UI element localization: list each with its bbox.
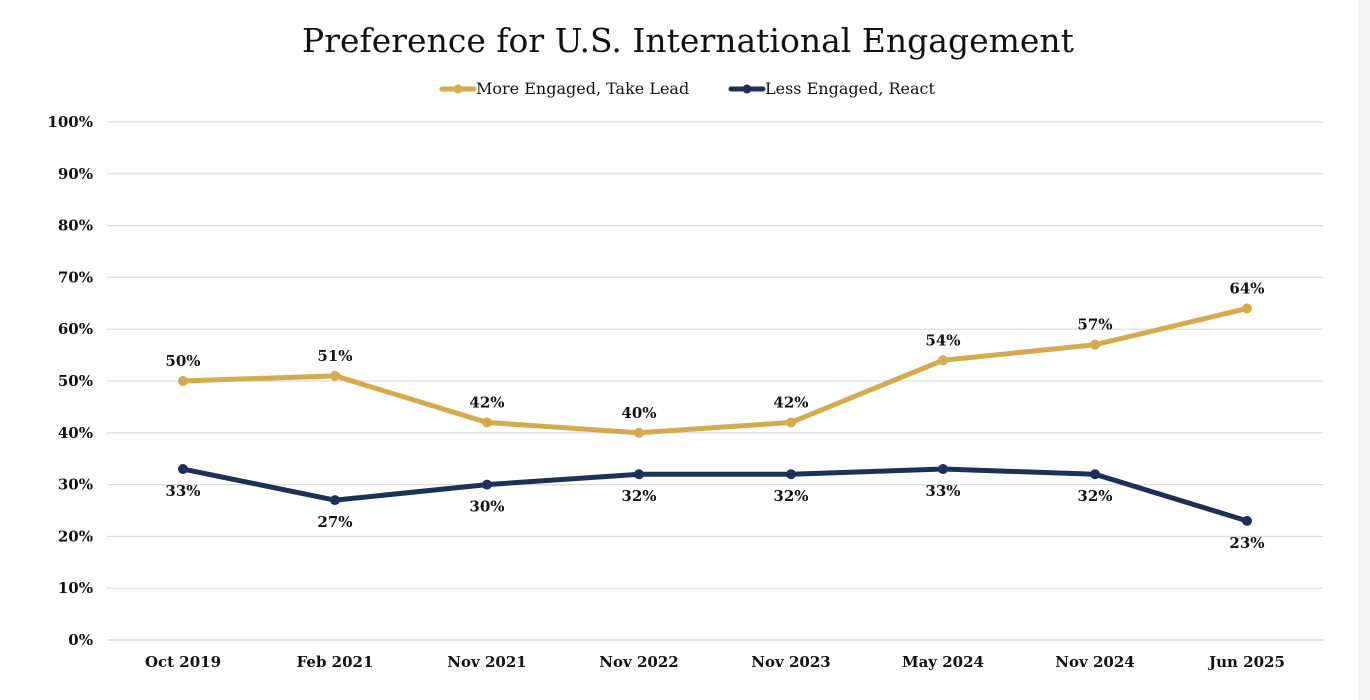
x-axis: Oct 2019 Feb 2021 Nov 2021 Nov 2022 Nov 2023… [145,653,1285,671]
series: 50% 51%42%40%42%54%57%64%33%27%30%32% 32% 3… [165,279,1264,551]
x-tick-label: Feb 2021 [297,653,374,671]
x-tick-label: Nov 2022 [599,653,678,671]
data-point [1242,515,1252,526]
data-label: 32% [621,487,656,505]
data-point [938,355,948,366]
data-label: 33% [165,482,200,500]
data-label: 42% [469,393,504,411]
y-tick-label: 0% [68,631,93,649]
page-edge [1358,0,1370,700]
y-tick-label: 100% [47,113,93,131]
chart-title: Preference for U.S. International Engage… [302,21,1074,60]
y-tick-label: 20% [58,527,93,545]
y-tick-label: 80% [58,217,93,235]
data-label: 30% [469,498,504,516]
data-label: 64% [1229,279,1264,297]
data-point [786,469,796,480]
y-tick-label: 30% [58,476,93,494]
legend: More Engaged, Take Lead Less Engaged, Rea… [439,79,936,98]
data-label: 50% [165,352,200,370]
series-line [180,305,1250,436]
x-tick-label: Nov 2021 [447,653,526,671]
x-tick-label: May 2024 [902,653,984,671]
data-point [482,479,492,490]
data-label: 33% [925,482,960,500]
series-line [180,466,1250,524]
y-tick-label: 60% [58,320,93,338]
x-tick-label: Nov 2023 [751,653,830,671]
x-tick-label: Jun 2025 [1207,653,1285,671]
data-point [786,417,796,428]
y-tick-label: 40% [58,424,93,442]
data-point [1090,469,1100,480]
series-0: 50% 51% 42% 40% 42% 54% 57% 64% [165,279,1265,438]
y-tick-label: 10% [58,579,93,597]
data-label: 23% [1229,534,1264,552]
data-point [482,417,492,428]
data-point [634,469,644,480]
data-point [178,464,188,475]
legend-label: Less Engaged, React [765,79,936,98]
gridlines [107,121,1323,641]
legend-marker [742,84,752,94]
legend-label: More Engaged, Take Lead [476,79,689,98]
data-label: 42% [773,393,808,411]
x-tick-label: Oct 2019 [145,653,221,671]
y-tick-label: 90% [58,165,93,183]
data-label: 32% [773,487,808,505]
data-point [178,376,188,386]
data-label: 32% [1077,487,1112,505]
y-tick-label: 50% [58,372,93,390]
data-label: 51% [317,347,352,365]
data-label: 54% [925,331,960,349]
series-1: 33% 27% 30% 32% 32% 33% 32% 23% [165,464,1265,552]
data-point [1090,339,1100,350]
data-point [938,464,948,475]
data-label: 57% [1077,316,1112,334]
y-tick-label: 70% [58,268,93,286]
data-point [1242,303,1252,314]
data-point [634,427,644,438]
data-label: 27% [317,513,352,531]
x-tick-label: Nov 2024 [1055,653,1134,671]
legend-marker [453,84,463,94]
data-point [330,370,340,381]
data-label: 40% [621,404,656,422]
y-axis: 0% 10% 20% 30% 40% 50% 60% 70% 80% 90% 100% [47,113,93,649]
data-point [330,495,340,506]
